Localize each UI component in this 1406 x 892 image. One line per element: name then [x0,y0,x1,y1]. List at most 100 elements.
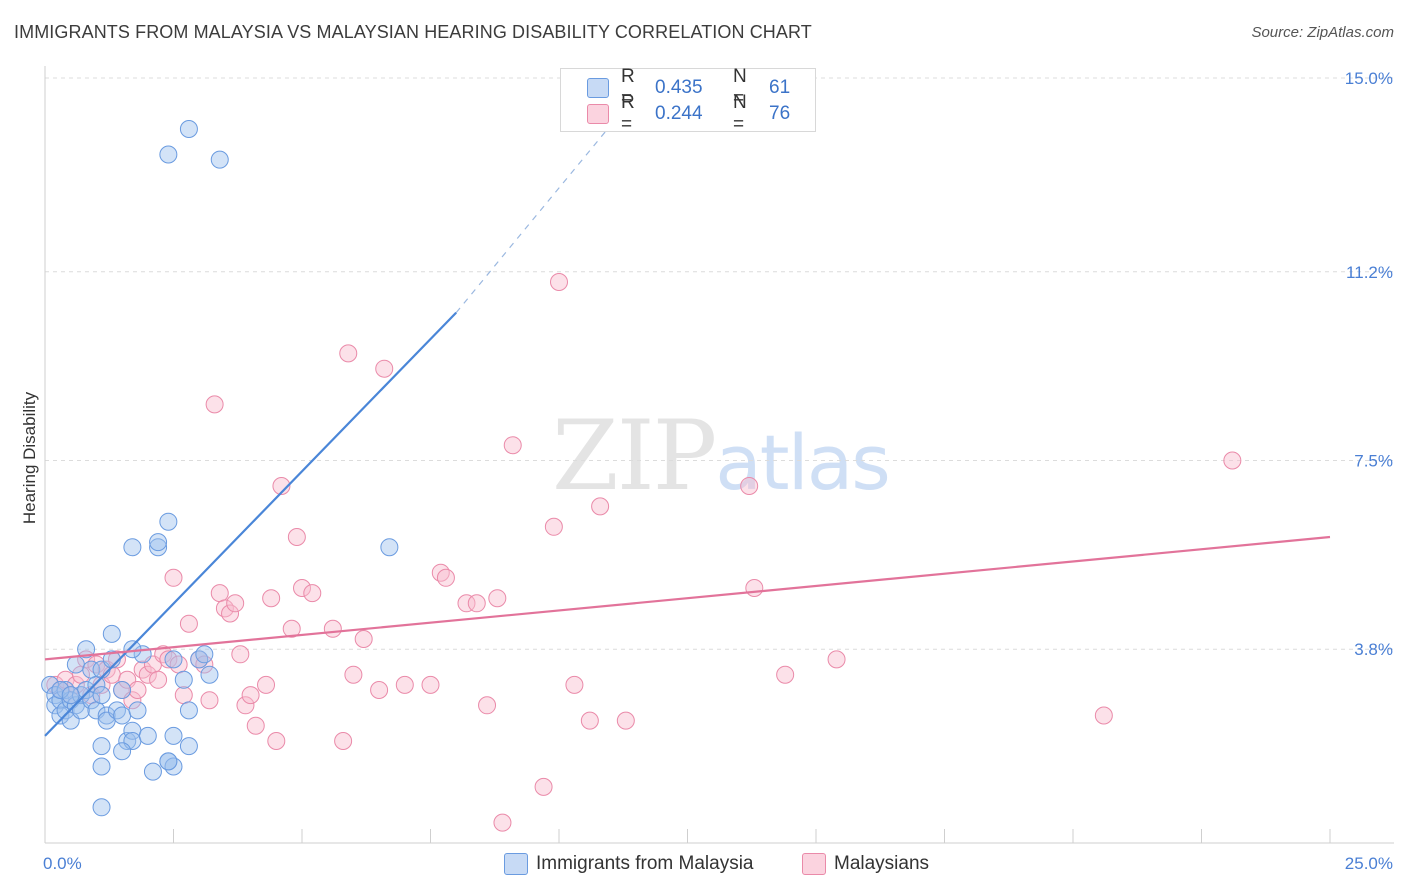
point-immigrants [190,650,209,669]
point-immigrants [128,701,147,720]
point-immigrants [102,624,121,643]
point-immigrants [143,762,162,781]
point-malaysians [580,711,599,730]
point-malaysians [740,477,759,495]
point-malaysians [591,497,610,516]
point-malaysians [195,655,214,674]
point-malaysians [231,645,250,664]
grid-lines [45,77,1394,650]
point-immigrants [113,742,132,761]
point-immigrants [113,681,132,699]
point-immigrants [51,706,70,725]
point-malaysians [128,681,147,699]
point-malaysians [215,599,234,618]
point-malaysians [164,568,183,587]
bottom-legend-label-immigrants: Immigrants from Malaysia [536,853,754,874]
point-malaysians [544,517,563,536]
trend-line-immigrants [44,311,457,737]
point-malaysians [226,594,245,613]
point-malaysians [503,436,522,455]
point-immigrants [200,665,219,684]
bottom-legend-swatch-malaysians [802,853,826,875]
y-axis-title: Hearing Disability [20,391,39,524]
trend-lines [44,87,1331,737]
point-malaysians [257,675,276,694]
x-tick-label-max: 25.0% [1345,854,1393,873]
point-malaysians [1223,451,1242,470]
point-malaysians [221,604,240,623]
point-malaysians [478,696,497,715]
legend-n-label: N = [733,66,747,109]
point-immigrants [71,686,90,705]
point-malaysians [457,594,476,613]
point-malaysians [236,696,255,715]
point-immigrants [51,681,70,699]
point-immigrants [107,701,126,720]
point-malaysians [133,660,152,679]
point-malaysians [493,813,512,832]
legend-swatch-immigrants [587,78,609,98]
point-malaysians [827,650,846,669]
legend-r-label: R = [621,92,635,135]
point-immigrants [118,732,137,750]
point-immigrants [92,798,111,817]
point-immigrants [179,701,198,720]
point-immigrants [123,640,142,659]
point-malaysians [488,589,507,608]
point-malaysians [174,686,193,705]
point-immigrants [138,726,157,745]
chart-title: IMMIGRANTS FROM MALAYSIA VS MALAYSIAN HE… [14,22,812,42]
point-malaysians [339,344,358,363]
y-tick-label: 11.2% [1346,263,1393,282]
point-immigrants [159,512,178,531]
point-malaysians [745,579,764,597]
point-immigrants [195,645,214,664]
point-malaysians [550,273,568,291]
point-immigrants [380,538,399,557]
watermark: ZIPatlas [552,400,891,512]
legend-swatch-malaysians [587,104,609,124]
source-credit: Source: ZipAtlas.com [1251,24,1394,41]
point-malaysians [138,665,157,684]
point-immigrants [61,686,80,705]
point-malaysians [616,711,635,730]
point-immigrants [164,726,183,745]
point-malaysians [159,650,178,669]
point-malaysians [205,395,224,414]
y-tick-label: 7.5% [1354,452,1393,471]
point-malaysians [262,589,281,608]
point-immigrants [149,533,168,552]
point-immigrants [92,686,111,705]
point-immigrants [113,706,132,725]
point-malaysians [776,665,795,684]
point-immigrants [149,538,168,557]
point-immigrants [159,145,178,164]
point-malaysians [323,619,342,638]
point-immigrants [77,640,96,659]
point-malaysians [272,477,291,495]
point-malaysians [241,686,260,705]
point-malaysians [467,594,486,613]
point-malaysians [436,568,455,587]
point-immigrants [179,737,198,756]
point-malaysians [375,359,394,378]
correlation-legend: R = 0.435 N = 61 R = 0.244 N = 76 [560,66,816,135]
point-immigrants [92,737,111,756]
point-malaysians [293,579,311,597]
watermark-atlas: atlas [715,418,891,507]
point-malaysians [534,777,553,796]
point-malaysians [565,675,584,694]
point-malaysians [431,563,450,582]
point-immigrants [66,655,85,674]
point-malaysians [421,675,440,694]
legend-r-label: R = [621,66,635,109]
point-malaysians [149,670,168,689]
point-malaysians [267,732,286,750]
data-points [41,120,1242,832]
legend-r-value: 0.435 [655,77,703,98]
point-malaysians [107,650,126,669]
point-malaysians [370,681,389,699]
bottom-legend-label-malaysians: Malaysians [834,853,930,874]
point-malaysians [200,691,219,710]
point-immigrants [97,706,116,725]
